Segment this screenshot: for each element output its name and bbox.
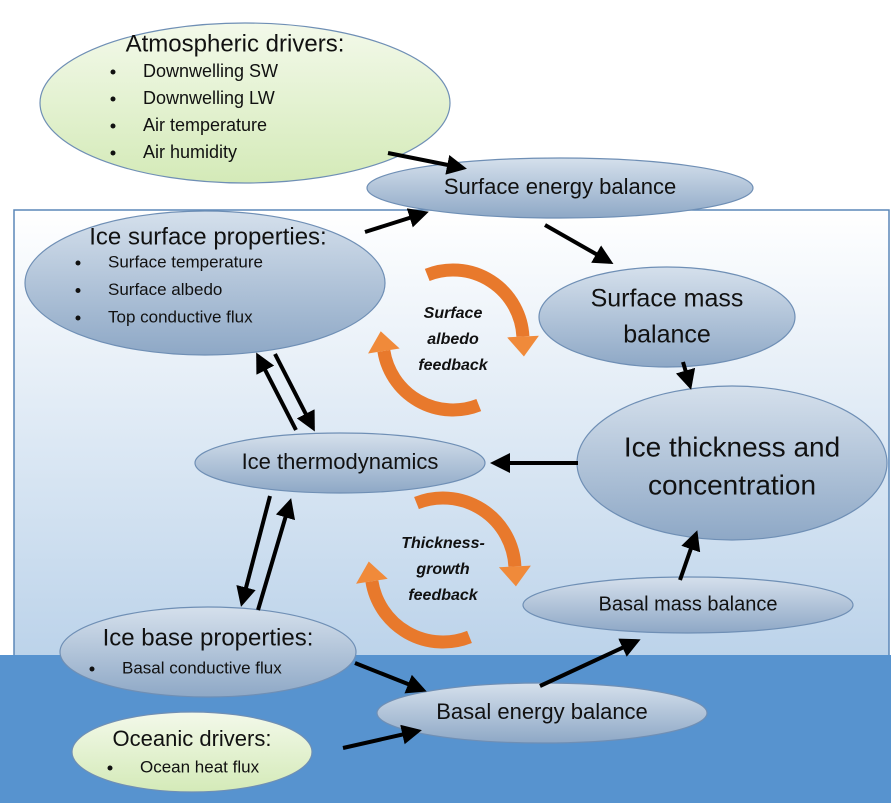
feedback-arrowhead [498, 565, 531, 587]
node-shape [71, 711, 313, 793]
node-shape [576, 385, 888, 541]
node: Basal mass balance [522, 576, 854, 634]
feedback-arc [377, 349, 482, 417]
node: Ice surface properties: Surface temperatu… [24, 210, 386, 356]
node-item: Downwelling SW [143, 61, 278, 81]
node-title: Ice base properties: [103, 624, 314, 651]
node-title: Atmospheric drivers: [126, 30, 345, 57]
node-title: Surface mass [591, 285, 744, 313]
node-shape [538, 266, 796, 368]
node-title: concentration [648, 469, 816, 500]
feedback-arrowhead [356, 561, 388, 584]
feedback-arrowhead [368, 331, 400, 354]
bullet [110, 123, 116, 129]
node-item: Downwelling LW [143, 88, 275, 108]
node-item: Surface albedo [108, 280, 222, 299]
node: Ice thermodynamics [194, 432, 486, 494]
node: Ice thickness and concentration [576, 385, 888, 541]
node-shape [194, 432, 486, 494]
node-title: Oceanic drivers: [113, 726, 272, 751]
node-title: Ice thickness and [624, 431, 840, 462]
node-title: Basal mass balance [599, 593, 778, 615]
node-title: Ice thermodynamics [242, 449, 439, 474]
feedback-arc [414, 491, 522, 567]
node-title: Basal energy balance [436, 699, 648, 724]
node-shape [522, 576, 854, 634]
arrows [236, 151, 701, 750]
feedback-label: albedo [427, 331, 479, 348]
feedback-arc [424, 263, 530, 338]
node: Basal energy balance [376, 682, 708, 744]
feedback-label: Surface [424, 305, 483, 322]
node: Surface mass balance [538, 266, 796, 368]
feedback-label: Thickness- [401, 535, 485, 552]
feedback-label: feedback [418, 357, 488, 374]
bullet [107, 765, 113, 771]
node-shape [24, 210, 386, 356]
node-item: Surface temperature [108, 252, 263, 271]
node-title: balance [623, 321, 711, 349]
feedback-label: feedback [408, 587, 478, 604]
node-shape [39, 22, 451, 184]
node-item: Top conductive flux [108, 307, 253, 326]
feedback-label: growth [415, 561, 470, 578]
bullet [75, 260, 81, 266]
bullet [110, 150, 116, 156]
bullet [89, 666, 95, 672]
bullet [75, 288, 81, 293]
node-item: Air temperature [143, 115, 267, 135]
node-item: Ocean heat flux [140, 757, 260, 776]
feedback-arrowhead [506, 335, 539, 357]
node-title: Surface energy balance [444, 174, 676, 199]
node-item: Basal conductive flux [122, 658, 282, 677]
bullet [75, 315, 81, 321]
node-title: Ice surface properties: [89, 223, 326, 250]
bullet [110, 69, 116, 75]
node: Oceanic drivers: Ocean heat flux [71, 711, 313, 793]
node-shape [59, 606, 357, 698]
node: Atmospheric drivers: Downwelling SW Downwe… [39, 22, 451, 184]
feedback-arc [365, 580, 472, 649]
node: Ice base properties: Basal conductive flu… [59, 606, 357, 698]
node-item: Air humidity [143, 142, 237, 162]
node: Surface energy balance [366, 157, 754, 219]
bullet [110, 96, 116, 102]
